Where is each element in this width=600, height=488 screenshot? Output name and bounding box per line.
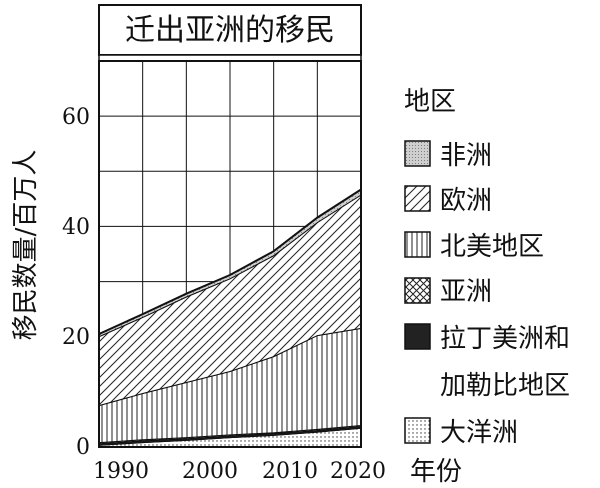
total-line (98, 188, 362, 335)
x-tick-2000: 2000 (182, 459, 238, 484)
legend-swatch-north-america (404, 231, 431, 258)
y-axis-label: 移民数量/百万人 (11, 150, 41, 341)
legend-label-north-america: 北美地区 (440, 232, 544, 262)
legend-title: 地区 (404, 87, 456, 117)
legend-swatch-africa (404, 140, 431, 167)
legend-label-latin-america: 拉丁美洲和 加勒比地区 (440, 324, 578, 401)
legend-swatch-oceania (404, 417, 431, 444)
legend-label-latin-america-line2: 加勒比地区 (440, 371, 570, 401)
legend-label-africa: 非洲 (440, 141, 492, 171)
x-axis-label: 年份 (410, 457, 462, 487)
y-tick-20: 20 (62, 325, 90, 350)
legend-label-latin-america-line1: 拉丁美洲和 (440, 324, 570, 354)
y-tick-60: 60 (62, 105, 90, 130)
chart-title: 迁出亚洲的移民 (125, 13, 335, 48)
legend-swatch-asia (404, 277, 431, 304)
x-tick-1990: 1990 (93, 459, 149, 484)
legend-swatch-latin-america (404, 323, 431, 350)
legend-label-asia: 亚洲 (440, 277, 492, 307)
y-tick-40: 40 (62, 215, 90, 240)
legend-label-europe: 欧洲 (440, 186, 492, 216)
x-tick-2010: 2010 (262, 459, 318, 484)
total-line-path (98, 188, 362, 335)
y-tick-0: 0 (76, 435, 90, 460)
legend-swatch-europe (404, 185, 431, 212)
plot-frame (98, 60, 362, 448)
x-tick-2020: 2020 (330, 459, 386, 484)
legend-label-oceania: 大洋洲 (440, 418, 518, 448)
title-box (98, 4, 362, 56)
